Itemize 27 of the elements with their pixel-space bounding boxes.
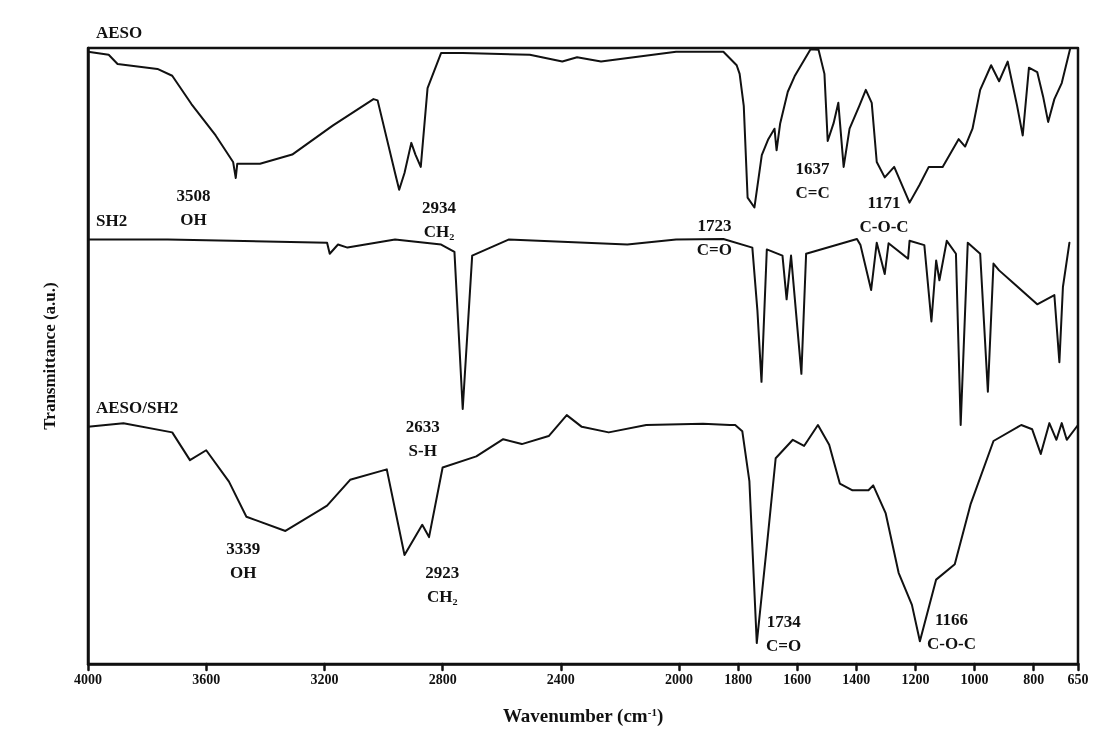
x-tick-label: 3600 <box>192 671 221 687</box>
annotation: 1723 C=O <box>696 216 732 260</box>
x-tick-label: 1600 <box>783 671 812 687</box>
annotation: 2934 CH₂ <box>422 198 457 242</box>
x-tick-label: 800 <box>1023 671 1045 687</box>
x-tick-label: 650 <box>1067 671 1089 687</box>
series-label: AESO <box>96 22 143 42</box>
annotation: 1734 C=O <box>766 611 802 655</box>
x-tick-label: 3200 <box>310 671 339 687</box>
x-tick-label: 2000 <box>665 671 694 687</box>
series-label: AESO/SH2 <box>96 397 179 417</box>
annotation: 1171 C-O-C <box>859 193 909 237</box>
annotation: 1166 C-O-C <box>926 609 977 653</box>
annotation: 3339 OH <box>226 539 261 583</box>
series-label: SH2 <box>96 210 128 230</box>
x-tick-label: 2400 <box>546 671 575 687</box>
x-tick-label: 2800 <box>428 671 457 687</box>
x-tick-label: 1200 <box>901 671 930 687</box>
annotation: 2923 CH₂ <box>425 563 460 607</box>
annotation: 3508 OH <box>176 186 211 230</box>
x-tick-label: 1000 <box>960 671 989 687</box>
x-tick-label: 1400 <box>842 671 871 687</box>
x-tick-label: 4000 <box>74 671 102 687</box>
y-axis-title: Transmittance (a.u.) <box>40 282 59 430</box>
annotation: 2633 S-H <box>405 417 440 461</box>
annotation: 1637 C=C <box>795 158 831 202</box>
x-tick-label: 1800 <box>724 671 753 687</box>
